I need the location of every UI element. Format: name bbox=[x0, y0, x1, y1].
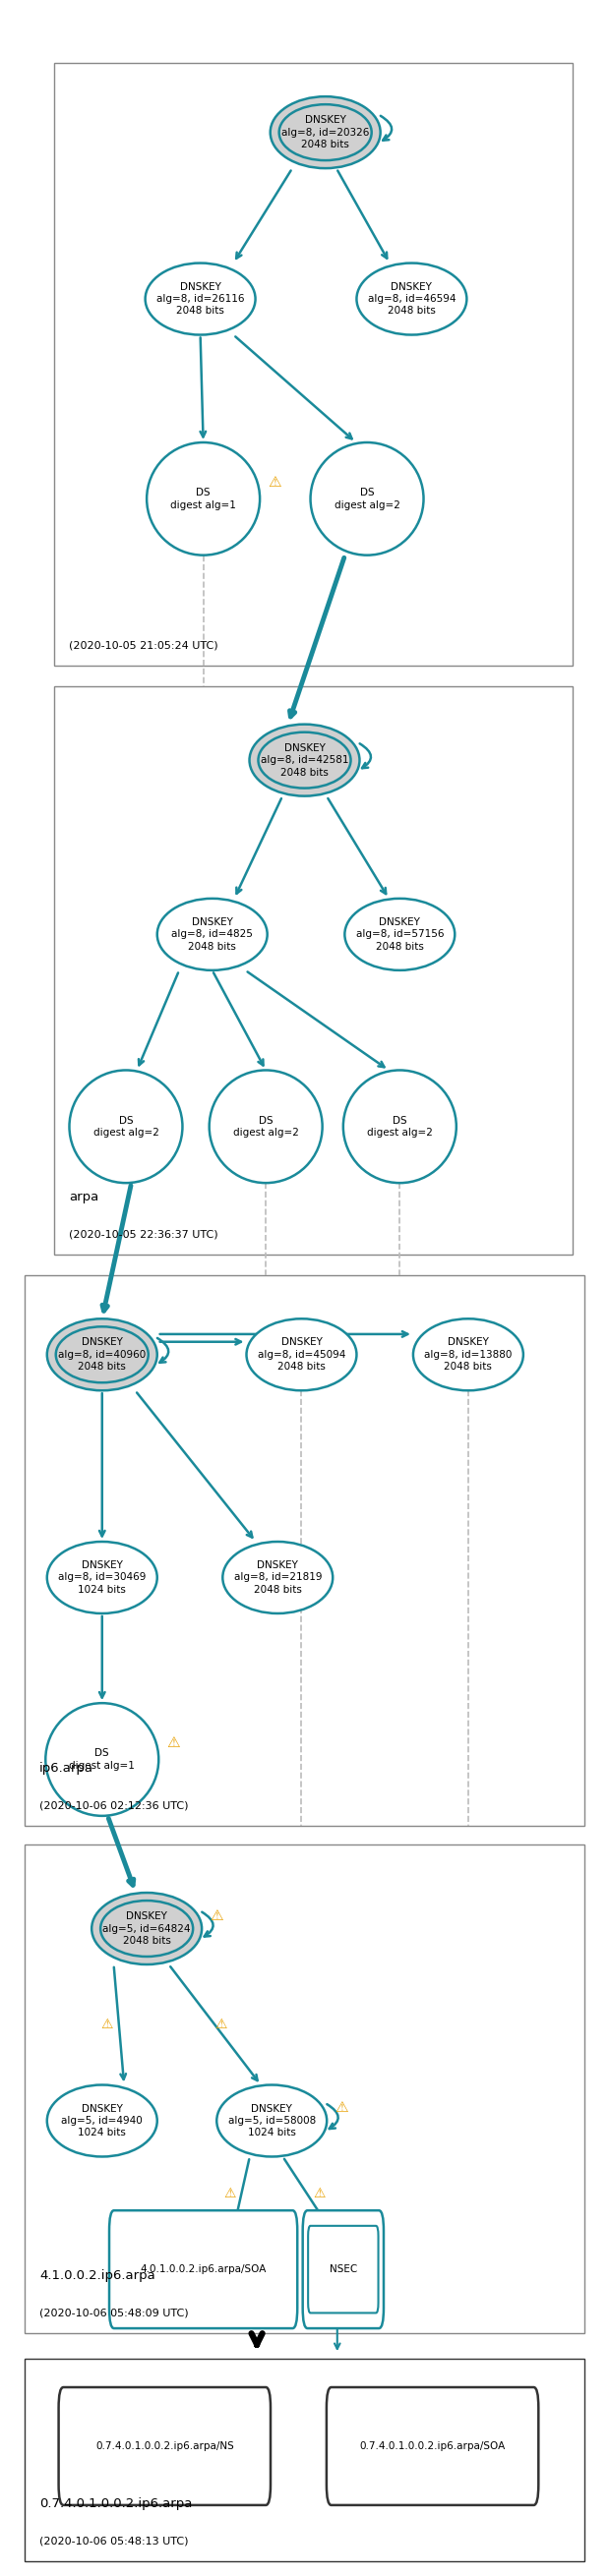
Bar bbox=[25, 1844, 584, 2334]
Text: ⚠: ⚠ bbox=[214, 2017, 227, 2032]
Text: 0.7.4.0.1.0.0.2.ip6.arpa/NS: 0.7.4.0.1.0.0.2.ip6.arpa/NS bbox=[96, 2442, 234, 2452]
Ellipse shape bbox=[247, 1319, 357, 1391]
FancyBboxPatch shape bbox=[303, 2210, 384, 2329]
Text: DNSKEY
alg=8, id=42581
2048 bits: DNSKEY alg=8, id=42581 2048 bits bbox=[261, 742, 348, 778]
Text: ⚠: ⚠ bbox=[210, 1909, 224, 1924]
Text: 4.0.1.0.0.2.ip6.arpa/SOA: 4.0.1.0.0.2.ip6.arpa/SOA bbox=[140, 2264, 267, 2275]
Text: 4.1.0.0.2.ip6.arpa: 4.1.0.0.2.ip6.arpa bbox=[40, 2269, 155, 2282]
Ellipse shape bbox=[46, 1703, 158, 1816]
Ellipse shape bbox=[47, 2084, 157, 2156]
Text: (2020-10-06 05:48:13 UTC): (2020-10-06 05:48:13 UTC) bbox=[40, 2537, 189, 2545]
FancyBboxPatch shape bbox=[326, 2388, 538, 2504]
Ellipse shape bbox=[223, 1540, 333, 1613]
Ellipse shape bbox=[250, 724, 359, 796]
Ellipse shape bbox=[217, 2084, 327, 2156]
Ellipse shape bbox=[92, 1893, 202, 1965]
Bar bbox=[25, 2360, 584, 2561]
Text: ⚠: ⚠ bbox=[224, 2187, 236, 2200]
Text: DNSKEY
alg=5, id=58008
1024 bits: DNSKEY alg=5, id=58008 1024 bits bbox=[228, 2105, 315, 2138]
Ellipse shape bbox=[209, 1069, 322, 1182]
Text: ⚠: ⚠ bbox=[101, 2017, 113, 2032]
Ellipse shape bbox=[413, 1319, 523, 1391]
Text: DNSKEY
alg=8, id=45094
2048 bits: DNSKEY alg=8, id=45094 2048 bits bbox=[258, 1337, 345, 1373]
Text: (2020-10-06 05:48:09 UTC): (2020-10-06 05:48:09 UTC) bbox=[40, 2308, 189, 2318]
Text: ⚠: ⚠ bbox=[268, 474, 281, 489]
Text: ⚠: ⚠ bbox=[313, 2187, 325, 2200]
Text: (2020-10-06 02:12:36 UTC): (2020-10-06 02:12:36 UTC) bbox=[40, 1801, 189, 1811]
Text: (2020-10-05 22:36:37 UTC): (2020-10-05 22:36:37 UTC) bbox=[69, 1229, 219, 1239]
FancyBboxPatch shape bbox=[58, 2388, 270, 2504]
Bar bbox=[54, 64, 572, 665]
Ellipse shape bbox=[343, 1069, 456, 1182]
Ellipse shape bbox=[270, 95, 381, 167]
Text: (2020-10-05 21:05:24 UTC): (2020-10-05 21:05:24 UTC) bbox=[69, 641, 219, 649]
Text: DNSKEY
alg=8, id=30469
1024 bits: DNSKEY alg=8, id=30469 1024 bits bbox=[58, 1561, 146, 1595]
Text: DS
digest alg=2: DS digest alg=2 bbox=[334, 487, 400, 510]
Ellipse shape bbox=[47, 1319, 157, 1391]
Text: ⚠: ⚠ bbox=[335, 2099, 348, 2115]
Text: DS
digest alg=1: DS digest alg=1 bbox=[69, 1749, 135, 1770]
Text: DNSKEY
alg=5, id=64824
2048 bits: DNSKEY alg=5, id=64824 2048 bits bbox=[103, 1911, 191, 1945]
Text: DNSKEY
alg=8, id=20326
2048 bits: DNSKEY alg=8, id=20326 2048 bits bbox=[281, 116, 369, 149]
Ellipse shape bbox=[146, 263, 255, 335]
Text: DNSKEY
alg=5, id=4940
1024 bits: DNSKEY alg=5, id=4940 1024 bits bbox=[62, 2105, 143, 2138]
Bar bbox=[54, 685, 572, 1255]
Text: DS
digest alg=1: DS digest alg=1 bbox=[171, 487, 236, 510]
Text: DNSKEY
alg=8, id=21819
2048 bits: DNSKEY alg=8, id=21819 2048 bits bbox=[234, 1561, 322, 1595]
Text: DNSKEY
alg=8, id=13880
2048 bits: DNSKEY alg=8, id=13880 2048 bits bbox=[424, 1337, 512, 1373]
Text: DS
digest alg=2: DS digest alg=2 bbox=[367, 1115, 432, 1139]
Ellipse shape bbox=[47, 1540, 157, 1613]
Text: DS
digest alg=2: DS digest alg=2 bbox=[93, 1115, 159, 1139]
Text: DNSKEY
alg=8, id=46594
2048 bits: DNSKEY alg=8, id=46594 2048 bits bbox=[368, 281, 456, 317]
Text: arpa: arpa bbox=[69, 1190, 99, 1203]
Ellipse shape bbox=[357, 263, 466, 335]
Ellipse shape bbox=[147, 443, 260, 556]
Text: DNSKEY
alg=8, id=40960
2048 bits: DNSKEY alg=8, id=40960 2048 bits bbox=[58, 1337, 146, 1373]
Ellipse shape bbox=[311, 443, 424, 556]
Text: NSEC: NSEC bbox=[329, 2264, 357, 2275]
Text: DNSKEY
alg=8, id=4825
2048 bits: DNSKEY alg=8, id=4825 2048 bits bbox=[172, 917, 253, 951]
Text: ip6.arpa: ip6.arpa bbox=[40, 1762, 94, 1775]
Bar bbox=[25, 1275, 584, 1826]
Text: DNSKEY
alg=8, id=26116
2048 bits: DNSKEY alg=8, id=26116 2048 bits bbox=[157, 281, 244, 317]
Text: 0.7.4.0.1.0.0.2.ip6.arpa: 0.7.4.0.1.0.0.2.ip6.arpa bbox=[40, 2499, 192, 2509]
Text: DNSKEY
alg=8, id=57156
2048 bits: DNSKEY alg=8, id=57156 2048 bits bbox=[356, 917, 444, 951]
Text: ⚠: ⚠ bbox=[167, 1736, 180, 1749]
Ellipse shape bbox=[69, 1069, 183, 1182]
Text: 0.7.4.0.1.0.0.2.ip6.arpa/SOA: 0.7.4.0.1.0.0.2.ip6.arpa/SOA bbox=[359, 2442, 505, 2452]
Text: DS
digest alg=2: DS digest alg=2 bbox=[233, 1115, 298, 1139]
FancyBboxPatch shape bbox=[109, 2210, 297, 2329]
Ellipse shape bbox=[157, 899, 267, 971]
Ellipse shape bbox=[345, 899, 455, 971]
